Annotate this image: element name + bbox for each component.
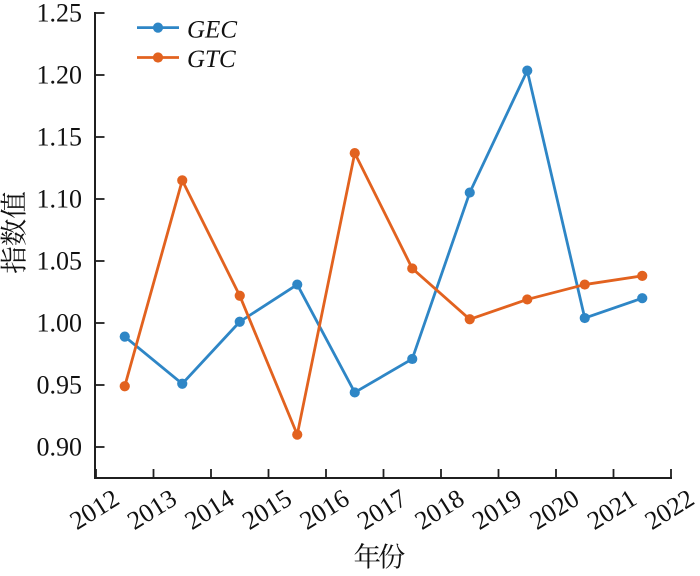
svg-text:1.20: 1.20 — [37, 61, 83, 90]
svg-text:1.15: 1.15 — [37, 123, 83, 152]
svg-text:0.90: 0.90 — [37, 433, 83, 462]
svg-text:1.10: 1.10 — [37, 185, 83, 214]
svg-text:0.95: 0.95 — [37, 371, 83, 400]
svg-text:1.00: 1.00 — [37, 309, 83, 338]
svg-text:GTC: GTC — [187, 46, 236, 73]
svg-text:1.05: 1.05 — [37, 247, 83, 276]
svg-text:1.25: 1.25 — [37, 0, 83, 28]
svg-text:GEC: GEC — [187, 16, 237, 43]
